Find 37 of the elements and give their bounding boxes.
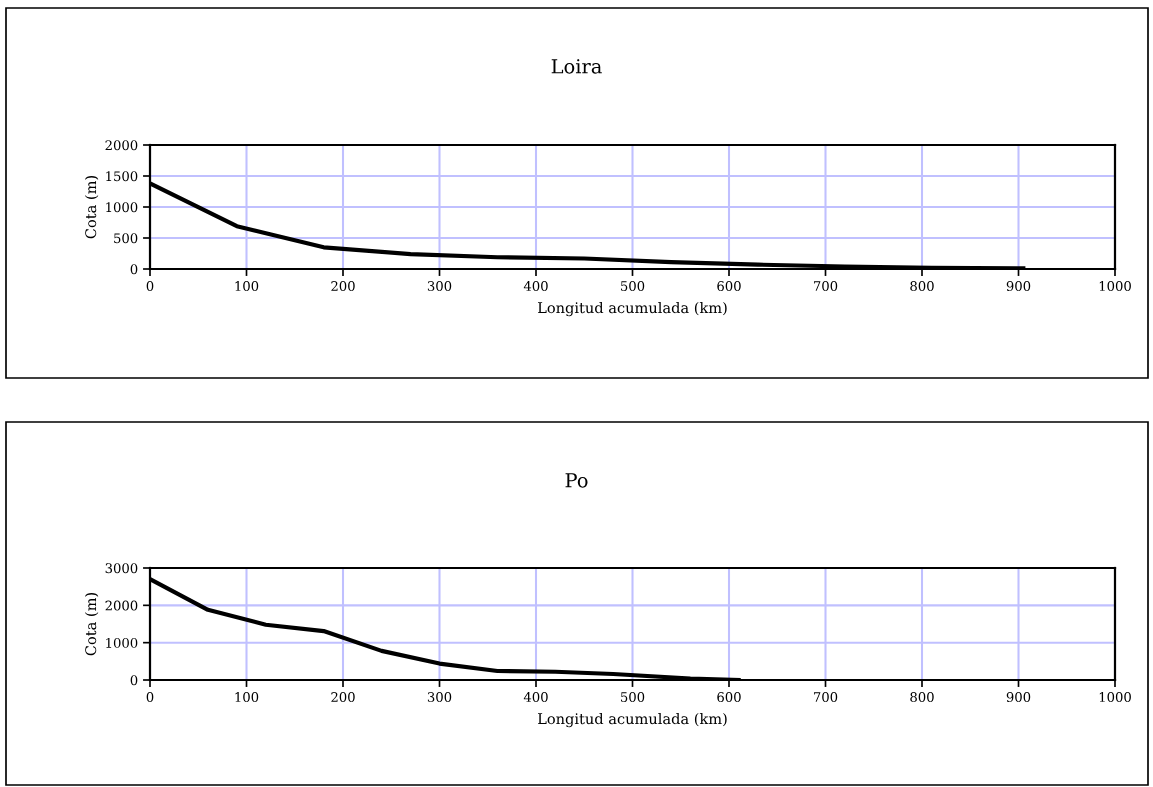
x-tick-label: 700 xyxy=(814,281,838,292)
x-tick-label: 600 xyxy=(717,281,741,292)
x-axis-title: Longitud acumulada (km) xyxy=(537,301,727,317)
x-tick-label: 400 xyxy=(523,692,548,703)
y-tick-label: 3000 xyxy=(105,563,138,574)
y-axis-title: Cota (m) xyxy=(84,592,99,656)
x-tick-label: 0 xyxy=(146,692,154,703)
x-tick-label: 100 xyxy=(235,692,259,703)
x-tick-label: 500 xyxy=(621,692,645,703)
y-tick-label: 1500 xyxy=(106,171,138,182)
x-tick-label: 800 xyxy=(910,692,934,703)
y-tick-label: 0 xyxy=(130,675,138,686)
x-tick-label: 600 xyxy=(717,692,741,703)
x-tick-label: 900 xyxy=(1006,692,1031,703)
x-tick-label: 500 xyxy=(621,281,645,292)
x-tick-label: 200 xyxy=(331,692,355,703)
x-tick-label: 200 xyxy=(331,281,355,292)
x-tick-label: 0 xyxy=(146,281,154,292)
x-tick-label: 300 xyxy=(427,281,452,292)
x-tick-label: 900 xyxy=(1006,281,1031,292)
chart-title: Po xyxy=(565,473,588,488)
chart-title: Loira xyxy=(551,59,602,74)
x-tick-label: 1000 xyxy=(1099,692,1131,703)
y-tick-label: 2000 xyxy=(105,140,138,151)
x-tick-label: 400 xyxy=(523,281,548,292)
x-tick-label: 800 xyxy=(910,281,934,292)
y-tick-label: 1000 xyxy=(106,637,138,648)
x-tick-label: 1000 xyxy=(1099,281,1131,292)
x-tick-label: 300 xyxy=(427,692,452,703)
x-tick-label: 100 xyxy=(235,281,259,292)
y-tick-label: 2000 xyxy=(105,600,138,611)
y-axis-title: Cota (m) xyxy=(84,175,99,239)
y-tick-label: 1000 xyxy=(106,202,138,213)
y-tick-label: 0 xyxy=(130,264,138,275)
y-tick-label: 500 xyxy=(114,233,138,244)
x-axis-title: Longitud acumulada (km) xyxy=(537,712,727,728)
x-tick-label: 700 xyxy=(814,692,838,703)
